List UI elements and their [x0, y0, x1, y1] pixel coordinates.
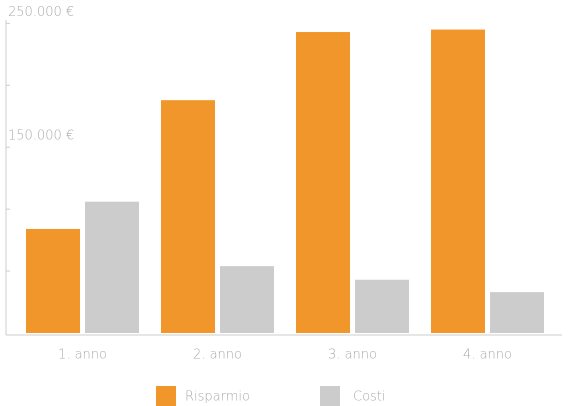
legend-swatch	[156, 386, 176, 406]
bar	[431, 29, 485, 333]
bar	[490, 292, 544, 333]
legend-label: Costi	[353, 390, 386, 405]
bar	[220, 266, 274, 333]
legend-label: Risparmio	[185, 390, 250, 405]
bar	[85, 201, 139, 333]
x-tick-label: 3. anno	[328, 348, 377, 363]
x-tick-label: 4. anno	[463, 348, 512, 363]
bar	[26, 228, 80, 333]
x-tick-label: 2. anno	[193, 348, 242, 363]
x-tick-label: 1. anno	[58, 348, 107, 363]
bar	[296, 32, 350, 334]
legend-swatch	[320, 386, 340, 406]
bar	[355, 279, 409, 333]
bar	[161, 100, 215, 334]
y-tick-label: 250.000 €	[8, 5, 74, 20]
y-tick-label: 150.000 €	[8, 129, 74, 144]
